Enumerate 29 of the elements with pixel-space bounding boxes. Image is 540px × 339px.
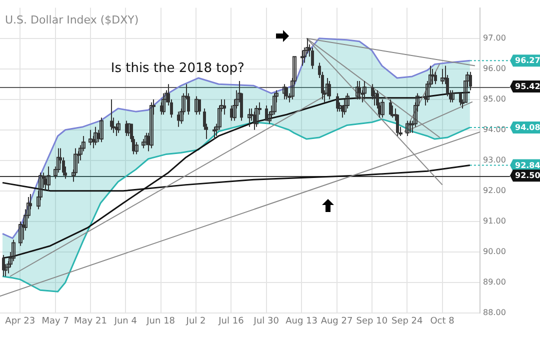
x-tick-label: Aug 27 xyxy=(320,316,353,327)
x-tick-label: Jul 16 xyxy=(218,316,244,327)
y-tick-label: 92.00 xyxy=(483,186,506,195)
x-tick-label: Jul 30 xyxy=(252,316,280,327)
x-tick-label: Jun 4 xyxy=(113,316,138,327)
annotation: Is this the 2018 top? xyxy=(110,61,244,76)
y-tick-label: 96.00 xyxy=(483,64,506,73)
y-tick-label: 88.00 xyxy=(483,308,506,318)
y-tick-label: 95.00 xyxy=(483,94,506,104)
x-tick-label: May 21 xyxy=(74,316,107,327)
y-tick-label: 90.00 xyxy=(483,247,506,256)
x-tick-label: Jun 18 xyxy=(146,316,176,327)
y-tick-label: 89.00 xyxy=(483,278,506,287)
x-tick-label: Sep 24 xyxy=(391,316,424,327)
annotation: 96.27 xyxy=(515,56,540,66)
y-tick-label: 93.00 xyxy=(483,155,506,164)
text: U.S. Dollar Index ($DXY) xyxy=(5,14,139,27)
x-tick-label: Aug 13 xyxy=(286,316,318,327)
x-tick-label: May 7 xyxy=(42,316,69,327)
annotation: 92.84 xyxy=(515,160,540,170)
ref-line-label: 92.50 xyxy=(515,171,540,180)
x-tick-label: Apr 23 xyxy=(5,316,36,327)
x-tick-label: Jul 2 xyxy=(185,316,206,327)
y-tick-label: 91.00 xyxy=(483,216,506,226)
annotation: 94.08 xyxy=(515,123,540,132)
x-tick-label: Oct 8 xyxy=(430,316,455,327)
ref-line-label: 95.42 xyxy=(515,82,540,92)
x-tick-label: Sep 10 xyxy=(356,316,388,327)
y-tick-label: 97.00 xyxy=(483,33,506,42)
